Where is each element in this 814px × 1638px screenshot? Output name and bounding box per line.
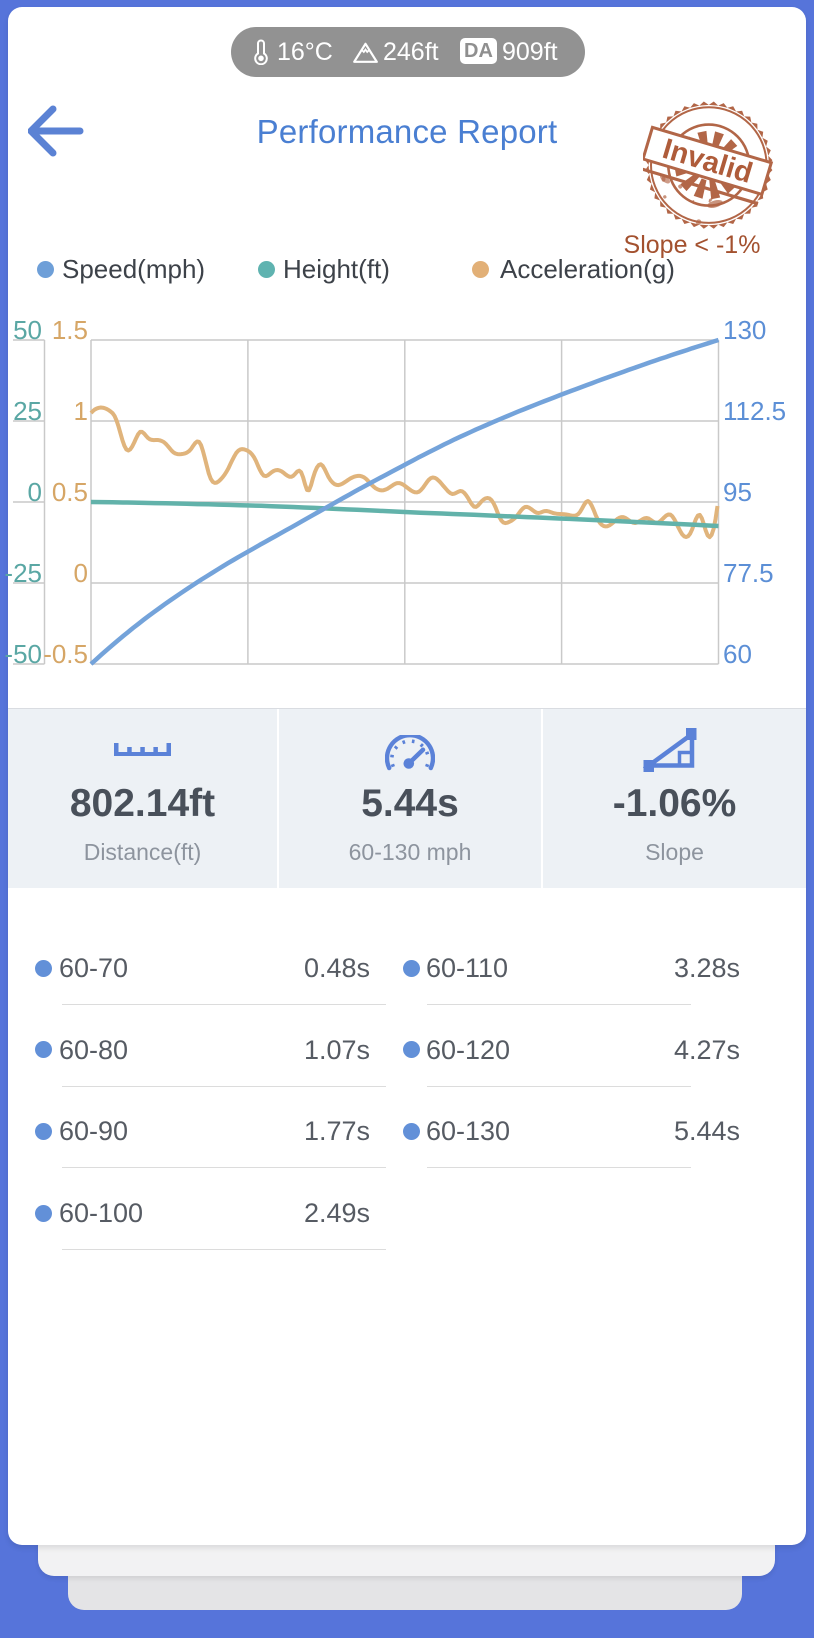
svg-text:-50: -50 — [4, 639, 42, 669]
svg-text:0: 0 — [28, 477, 42, 507]
svg-text:60: 60 — [723, 639, 752, 669]
svg-text:1: 1 — [74, 396, 88, 426]
svg-text:95: 95 — [723, 477, 752, 507]
svg-text:0.5: 0.5 — [52, 477, 88, 507]
svg-text:50: 50 — [13, 315, 42, 345]
svg-text:25: 25 — [13, 396, 42, 426]
svg-text:1.5: 1.5 — [52, 315, 88, 345]
svg-text:112.5: 112.5 — [723, 396, 786, 426]
svg-text:130: 130 — [723, 315, 766, 345]
svg-text:77.5: 77.5 — [723, 558, 774, 588]
svg-text:0: 0 — [74, 558, 88, 588]
svg-text:-0.5: -0.5 — [43, 639, 88, 669]
svg-text:-25: -25 — [4, 558, 42, 588]
